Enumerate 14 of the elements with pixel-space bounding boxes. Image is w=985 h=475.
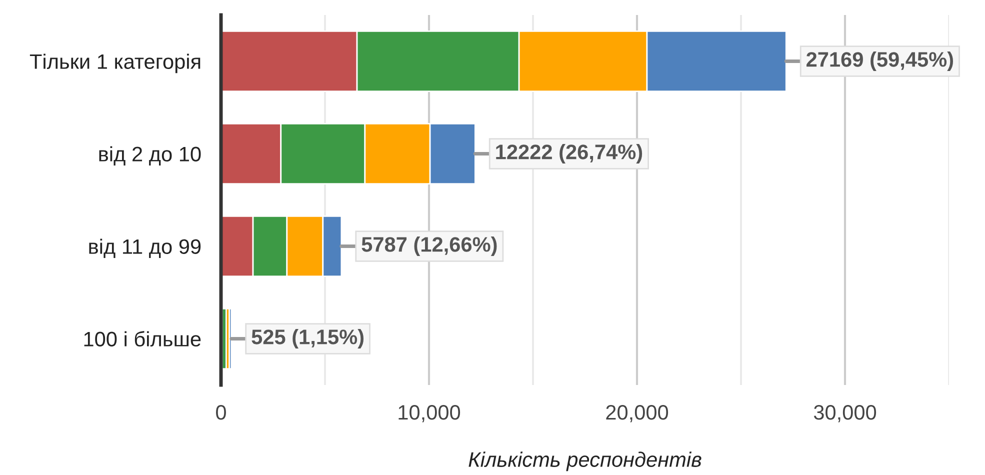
x-tick-label: 10,000 <box>398 404 460 422</box>
total-label: 525 (1,15%) <box>252 329 364 348</box>
y-tick-label: 100 і більше <box>84 331 201 347</box>
y-tick-label: Тільки 1 категорія <box>30 54 200 74</box>
total-label: 5787 (12,66%) <box>362 236 497 256</box>
x-axis-title: Кількість респондентів <box>468 452 702 472</box>
total-label: 27169 (59,45%) <box>806 52 954 71</box>
x-tick-label: 30,000 <box>814 404 876 422</box>
bar <box>228 308 232 370</box>
x-tick-label: 0 <box>216 404 226 420</box>
total-label: 12222 (26,74%) <box>496 144 642 164</box>
y-tick-label: від 2 до 10 <box>99 146 201 166</box>
x-tick-label: 20,000 <box>606 404 668 422</box>
y-tick-label: від 11 до 99 <box>89 238 201 258</box>
